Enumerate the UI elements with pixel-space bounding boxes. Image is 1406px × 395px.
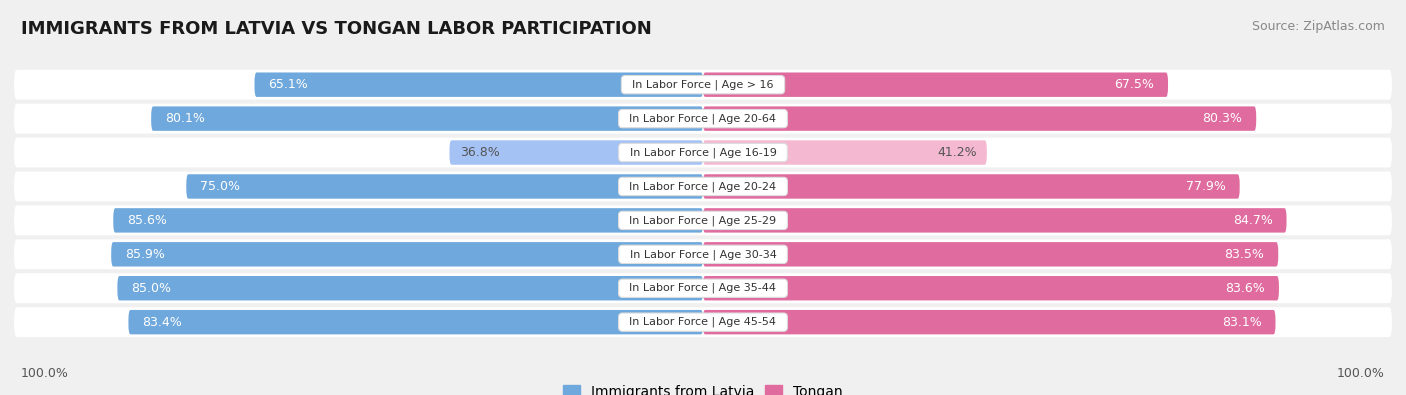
FancyBboxPatch shape [111, 242, 703, 267]
Text: 65.1%: 65.1% [269, 78, 308, 91]
FancyBboxPatch shape [703, 72, 1168, 97]
Text: 77.9%: 77.9% [1187, 180, 1226, 193]
FancyBboxPatch shape [703, 106, 1256, 131]
Text: In Labor Force | Age 16-19: In Labor Force | Age 16-19 [623, 147, 783, 158]
FancyBboxPatch shape [14, 307, 1392, 337]
Text: In Labor Force | Age 20-64: In Labor Force | Age 20-64 [623, 113, 783, 124]
Legend: Immigrants from Latvia, Tongan: Immigrants from Latvia, Tongan [558, 379, 848, 395]
Text: 83.5%: 83.5% [1225, 248, 1264, 261]
FancyBboxPatch shape [14, 273, 1392, 303]
Text: In Labor Force | Age 25-29: In Labor Force | Age 25-29 [623, 215, 783, 226]
FancyBboxPatch shape [14, 137, 1392, 167]
FancyBboxPatch shape [128, 310, 703, 335]
FancyBboxPatch shape [703, 242, 1278, 267]
Text: In Labor Force | Age 20-24: In Labor Force | Age 20-24 [623, 181, 783, 192]
Text: In Labor Force | Age 45-54: In Labor Force | Age 45-54 [623, 317, 783, 327]
Text: In Labor Force | Age 30-34: In Labor Force | Age 30-34 [623, 249, 783, 260]
Text: 83.1%: 83.1% [1222, 316, 1261, 329]
FancyBboxPatch shape [14, 104, 1392, 134]
Text: 41.2%: 41.2% [936, 146, 977, 159]
Text: In Labor Force | Age 35-44: In Labor Force | Age 35-44 [623, 283, 783, 293]
Text: 85.9%: 85.9% [125, 248, 165, 261]
FancyBboxPatch shape [703, 310, 1275, 335]
Text: 80.3%: 80.3% [1202, 112, 1243, 125]
FancyBboxPatch shape [703, 174, 1240, 199]
FancyBboxPatch shape [14, 171, 1392, 201]
Text: 85.0%: 85.0% [131, 282, 172, 295]
Text: 36.8%: 36.8% [460, 146, 499, 159]
Text: 75.0%: 75.0% [200, 180, 240, 193]
FancyBboxPatch shape [14, 239, 1392, 269]
Text: 83.4%: 83.4% [142, 316, 181, 329]
FancyBboxPatch shape [14, 205, 1392, 235]
Text: Source: ZipAtlas.com: Source: ZipAtlas.com [1251, 20, 1385, 33]
Text: 85.6%: 85.6% [127, 214, 167, 227]
Text: IMMIGRANTS FROM LATVIA VS TONGAN LABOR PARTICIPATION: IMMIGRANTS FROM LATVIA VS TONGAN LABOR P… [21, 20, 652, 38]
Text: 67.5%: 67.5% [1115, 78, 1154, 91]
Text: 100.0%: 100.0% [1337, 367, 1385, 380]
Text: In Labor Force | Age > 16: In Labor Force | Age > 16 [626, 79, 780, 90]
Text: 83.6%: 83.6% [1226, 282, 1265, 295]
FancyBboxPatch shape [703, 208, 1286, 233]
FancyBboxPatch shape [254, 72, 703, 97]
FancyBboxPatch shape [450, 140, 703, 165]
Text: 84.7%: 84.7% [1233, 214, 1272, 227]
FancyBboxPatch shape [117, 276, 703, 301]
FancyBboxPatch shape [703, 140, 987, 165]
FancyBboxPatch shape [186, 174, 703, 199]
FancyBboxPatch shape [152, 106, 703, 131]
Text: 80.1%: 80.1% [165, 112, 205, 125]
Text: 100.0%: 100.0% [21, 367, 69, 380]
FancyBboxPatch shape [114, 208, 703, 233]
FancyBboxPatch shape [703, 276, 1279, 301]
FancyBboxPatch shape [14, 70, 1392, 100]
